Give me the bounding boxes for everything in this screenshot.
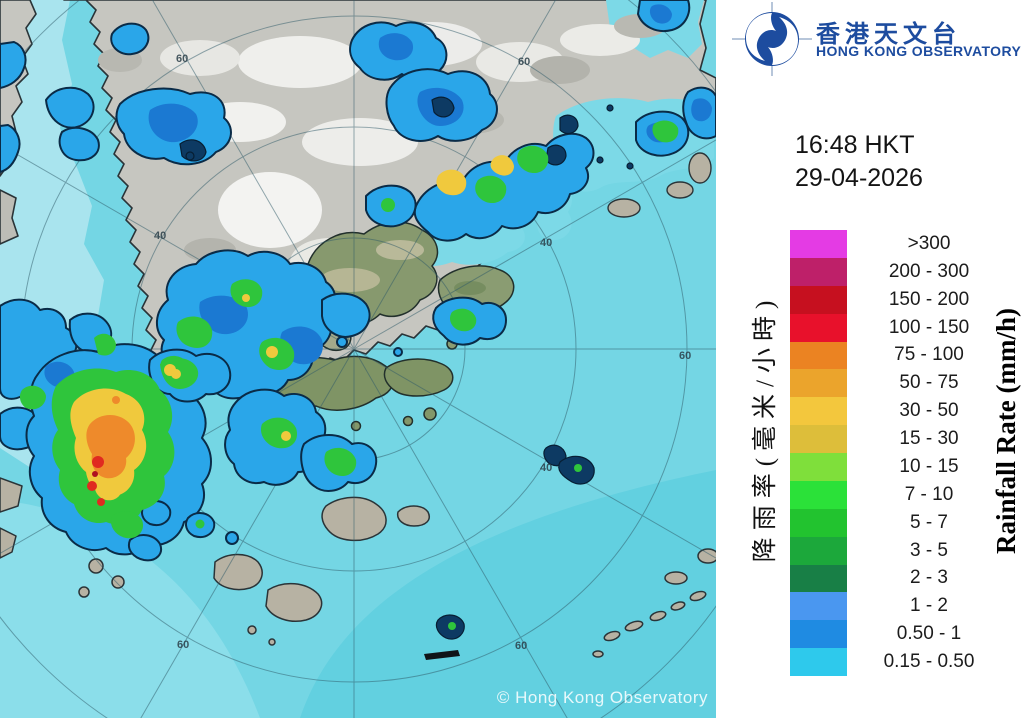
scale-swatch	[790, 285, 847, 314]
scale-title-chinese: 降雨率(毫米/小時)	[752, 293, 779, 563]
scale-label: 15 - 30	[899, 428, 959, 450]
scale-label: 75 - 100	[894, 344, 964, 366]
scale-swatch	[790, 480, 847, 509]
scale-swatch	[790, 369, 847, 398]
scale-label: 200 - 300	[888, 260, 970, 282]
scale-label: 50 - 75	[899, 372, 959, 394]
logo-title-english: HONG KONG OBSERVATORY	[816, 43, 1022, 59]
scale-label: 150 - 200	[888, 288, 970, 310]
scale-swatch	[790, 230, 847, 258]
scale-swatch	[790, 341, 847, 370]
scale-label: >300	[907, 232, 951, 254]
rainfall-colour-scale	[790, 230, 847, 676]
scale-title-english: Rainfall Rate (mm/h)	[991, 308, 1021, 554]
scale-swatch	[790, 620, 847, 649]
scale-label: 2 - 3	[909, 567, 949, 589]
scale-label: 7 - 10	[904, 483, 954, 505]
hko-logo-icon	[732, 2, 812, 76]
scale-swatch	[790, 564, 847, 593]
copyright-watermark: © Hong Kong Observatory	[496, 688, 708, 707]
observation-date: 29-04-2026	[795, 164, 923, 192]
scale-label: 1 - 2	[909, 595, 949, 617]
scale-label: 0.15 - 0.50	[883, 651, 975, 673]
scale-label: 30 - 50	[899, 400, 959, 422]
scale-swatch	[790, 648, 847, 676]
scale-label: 0.50 - 1	[896, 623, 962, 645]
scale-label: 10 - 15	[899, 455, 959, 477]
scale-swatch	[790, 592, 847, 621]
scale-swatch	[790, 397, 847, 426]
logo-title-chinese: 香港天文台	[816, 21, 961, 48]
scale-label: 100 - 150	[888, 316, 970, 338]
scale-swatch	[790, 536, 847, 565]
scale-label: 3 - 5	[909, 539, 949, 561]
radar-map-image	[0, 0, 716, 718]
scale-swatch	[790, 257, 847, 286]
observation-time: 16:48 HKT	[795, 131, 915, 159]
info-panel: 香港天文台 HONG KONG OBSERVATORY 16:48 HKT 29…	[716, 0, 1032, 718]
scale-swatch	[790, 508, 847, 537]
scale-swatch	[790, 425, 847, 453]
scale-swatch	[790, 453, 847, 481]
radar-map: 60 60 40 40 60 40 60 60 © Hong Kong Obse…	[0, 0, 716, 718]
scale-swatch	[790, 313, 847, 342]
scale-label: 5 - 7	[909, 511, 949, 533]
rainfall-scale-labels: >300 200 - 300 150 - 200 100 - 150 75 - …	[834, 230, 1024, 676]
